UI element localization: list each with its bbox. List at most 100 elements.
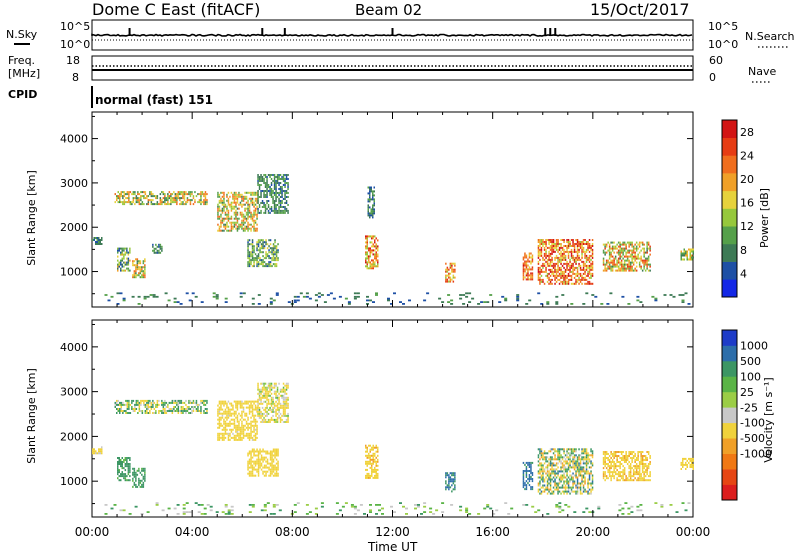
echo-cell bbox=[634, 471, 636, 474]
echo-cell bbox=[616, 469, 618, 472]
echo-cell bbox=[585, 452, 588, 455]
echo-cell bbox=[245, 432, 248, 435]
echo-cell bbox=[274, 265, 276, 268]
echo-cell bbox=[251, 191, 254, 194]
echo-cell bbox=[546, 303, 550, 305]
echo-cell bbox=[619, 251, 621, 254]
echo-cell bbox=[174, 399, 177, 402]
echo-cell bbox=[244, 412, 246, 415]
echo-cell bbox=[247, 211, 249, 214]
echo-cell bbox=[579, 488, 582, 491]
echo-cell bbox=[692, 466, 694, 468]
echo-cell bbox=[251, 303, 255, 305]
echo-cell bbox=[117, 457, 119, 459]
echo-cell bbox=[226, 195, 228, 198]
echo-cell bbox=[569, 458, 571, 461]
echo-cell bbox=[557, 482, 559, 485]
echo-cell bbox=[183, 193, 186, 196]
echo-cell bbox=[251, 251, 254, 254]
echo-cell bbox=[177, 399, 180, 402]
echo-cell bbox=[247, 464, 249, 467]
echo-cell bbox=[269, 421, 271, 423]
echo-cell bbox=[270, 206, 273, 208]
echo-cell bbox=[239, 201, 242, 204]
echo-cell bbox=[195, 195, 198, 198]
echo-cell bbox=[569, 486, 571, 489]
echo-cell bbox=[191, 191, 193, 194]
echo-cell bbox=[619, 475, 621, 478]
echo-cell bbox=[278, 192, 280, 194]
echo-cell bbox=[390, 303, 393, 305]
echo-cell bbox=[227, 408, 230, 411]
echo-cell bbox=[584, 256, 586, 259]
echo-cell bbox=[245, 414, 248, 417]
echo-cell bbox=[374, 241, 376, 244]
echo-cell bbox=[120, 401, 122, 404]
echo-cell bbox=[244, 418, 246, 421]
echo-cell bbox=[369, 444, 371, 447]
echo-cell bbox=[522, 472, 525, 474]
echo-cell bbox=[275, 255, 278, 258]
echo-cell bbox=[567, 246, 570, 249]
echo-cell bbox=[372, 210, 374, 213]
echo-cell bbox=[623, 249, 626, 252]
echo-cell bbox=[144, 260, 146, 263]
echo-cell bbox=[161, 401, 163, 404]
echo-cell bbox=[250, 223, 252, 226]
echo-cell bbox=[366, 257, 368, 260]
echo-cell bbox=[141, 203, 144, 206]
echo-cell bbox=[117, 467, 119, 470]
echo-cell bbox=[557, 260, 559, 263]
echo-cell bbox=[269, 176, 271, 178]
echo-cell bbox=[530, 486, 532, 489]
echo-cell bbox=[572, 262, 574, 265]
echo-cell bbox=[263, 408, 265, 411]
echo-cell bbox=[567, 462, 570, 465]
echo-cell bbox=[247, 460, 249, 463]
echo-cell bbox=[578, 448, 580, 451]
echo-cell bbox=[641, 477, 644, 480]
freq-tick-bottom: 8 bbox=[72, 71, 79, 84]
echo-cell bbox=[631, 479, 633, 482]
echo-cell bbox=[368, 460, 370, 463]
echo-cell bbox=[572, 480, 574, 483]
echo-cell bbox=[573, 474, 576, 477]
echo-cell bbox=[573, 456, 576, 459]
echo-cell bbox=[554, 282, 556, 285]
echo-cell bbox=[204, 403, 207, 406]
echo-cell bbox=[578, 482, 580, 485]
echo-cell bbox=[555, 241, 558, 243]
echo-cell bbox=[369, 247, 371, 250]
echo-cell bbox=[241, 195, 243, 198]
echo-cell bbox=[269, 251, 272, 254]
echo-cell bbox=[374, 460, 376, 463]
echo-cell bbox=[194, 199, 196, 202]
echo-cell bbox=[144, 479, 146, 482]
echo-cell bbox=[250, 251, 252, 254]
echo-cell bbox=[229, 221, 231, 224]
echo-cell bbox=[377, 454, 379, 457]
echo-cell bbox=[374, 446, 376, 449]
echo-cell bbox=[272, 209, 274, 212]
echo-cell bbox=[441, 301, 445, 303]
echo-cell bbox=[539, 470, 541, 473]
echo-cell bbox=[576, 280, 579, 283]
echo-cell bbox=[266, 180, 268, 182]
echo-cell bbox=[689, 258, 691, 261]
echo-cell bbox=[569, 278, 571, 281]
echo-cell bbox=[625, 475, 627, 478]
echo-cell bbox=[247, 215, 249, 218]
echo-cell bbox=[555, 303, 559, 305]
echo-cell bbox=[585, 241, 588, 243]
echo-cell bbox=[144, 272, 146, 275]
echo-cell bbox=[153, 203, 156, 206]
echo-cell bbox=[142, 483, 145, 486]
echo-cell bbox=[189, 399, 192, 402]
echo-cell bbox=[250, 404, 252, 407]
echo-cell bbox=[616, 459, 618, 461]
echo-cell bbox=[638, 251, 641, 254]
echo-cell bbox=[268, 468, 270, 471]
echo-cell bbox=[573, 258, 576, 261]
echo-cell bbox=[269, 247, 272, 250]
echo-cell bbox=[242, 223, 245, 226]
